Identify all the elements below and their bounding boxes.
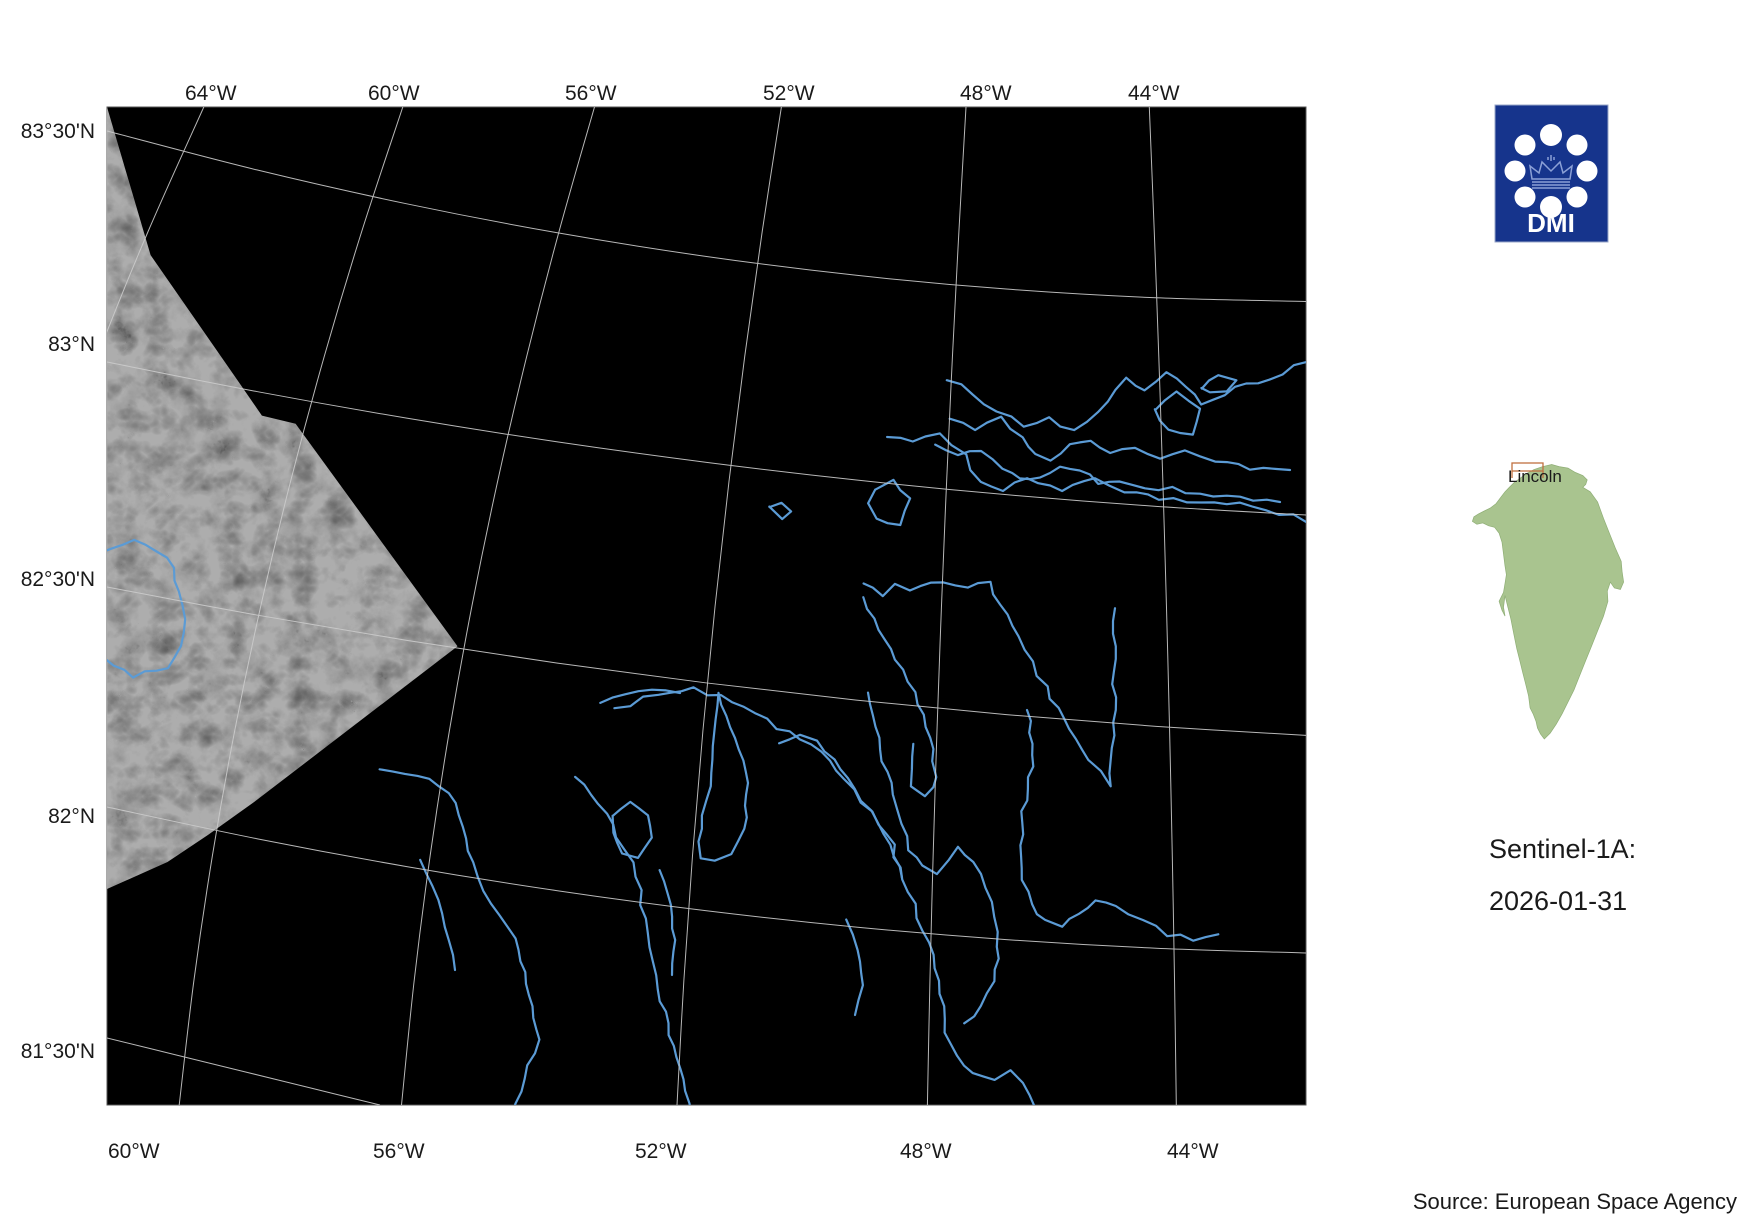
- svg-text:DMI: DMI: [1527, 208, 1575, 238]
- svg-text:Sentinel-1A:: Sentinel-1A:: [1489, 834, 1636, 864]
- svg-text:2026-01-31: 2026-01-31: [1489, 886, 1627, 916]
- svg-text:Lincoln: Lincoln: [1508, 467, 1562, 486]
- svg-text:Source: European Space Agency: Source: European Space Agency: [1413, 1189, 1737, 1214]
